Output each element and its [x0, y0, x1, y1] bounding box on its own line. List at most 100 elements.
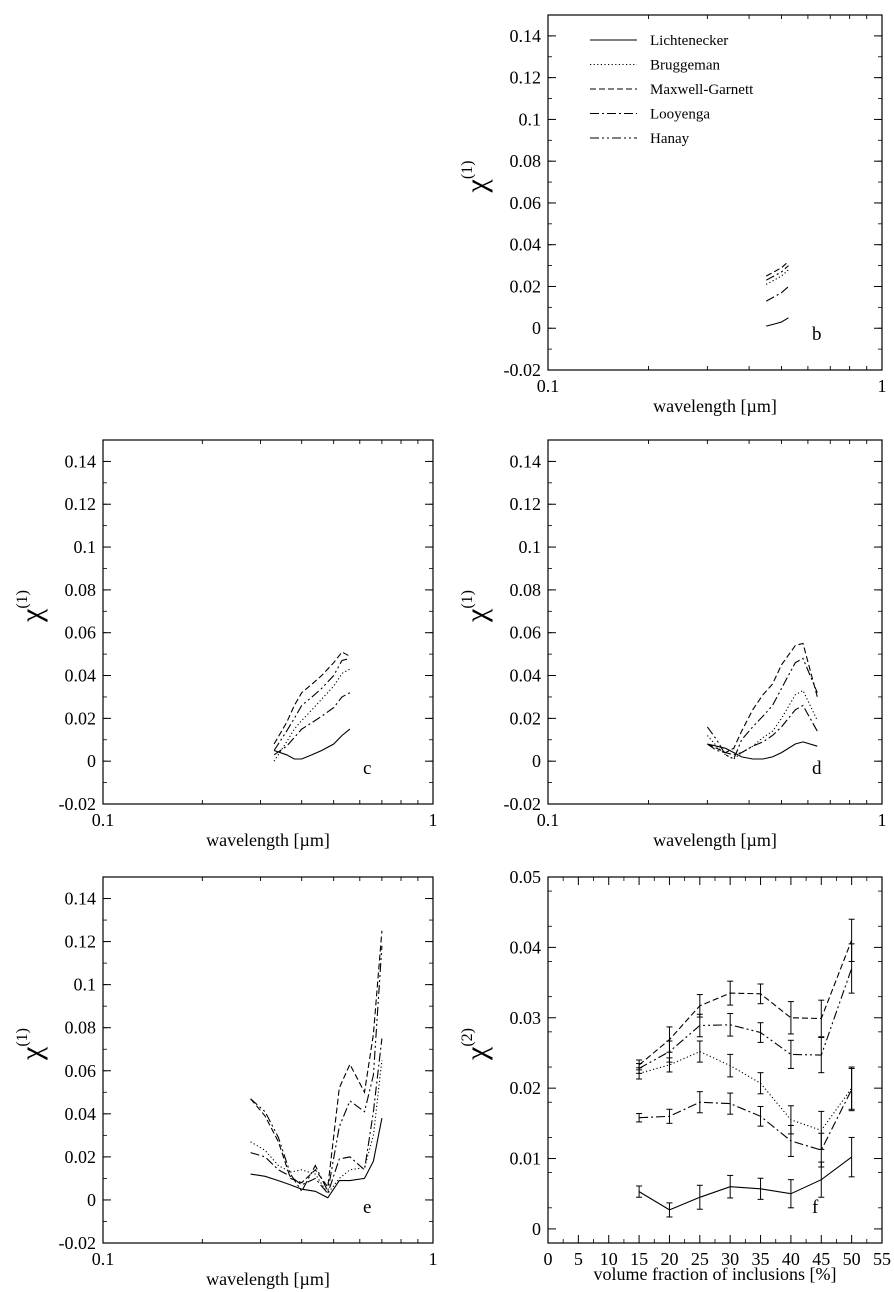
legend-entry: Hanay [650, 131, 690, 147]
y-tick-label: 0.1 [74, 975, 97, 995]
y-tick-label: 0.14 [510, 451, 542, 471]
y-axis-superscript: (1) [14, 590, 31, 609]
y-axis-superscript: (2) [459, 1028, 476, 1047]
y-tick-label: 0 [532, 1219, 541, 1239]
x-tick-label: 40 [782, 1249, 800, 1269]
y-tick-label: 0.1 [519, 109, 542, 129]
legend-entry: Maxwell-Garnett [650, 82, 754, 98]
y-tick-label: 0.06 [65, 623, 97, 643]
y-axis-title: χ(1) [459, 590, 493, 623]
legend: Lichtenecker Bruggeman Maxwell-Garnett Looy… [590, 33, 754, 147]
x-axis-title: wavelength [µm] [653, 396, 777, 416]
y-tick-label: 0.12 [510, 494, 542, 514]
x-axis-title: wavelength [µm] [206, 1269, 330, 1289]
x-axis-title: wavelength [µm] [206, 830, 330, 850]
series-line-hanay [250, 945, 383, 1194]
y-tick-label: 0 [87, 1190, 96, 1210]
plot-frame [102, 876, 434, 1244]
series-line-bruggeman [638, 1050, 853, 1132]
series-line-maxwell-garnett [250, 930, 383, 1189]
x-tick-label: 35 [752, 1249, 770, 1269]
x-tick-label: 0.1 [92, 1249, 115, 1269]
y-tick-label: 0.14 [65, 889, 97, 909]
series-line-lichtenecker [766, 317, 789, 327]
x-tick-label: 1 [878, 376, 887, 396]
x-tick-label: 0.1 [92, 810, 115, 830]
series-line-hanay [638, 968, 853, 1069]
y-tick-label: -0.02 [59, 794, 97, 814]
y-tick-label: 0 [87, 751, 96, 771]
series-line-hanay [765, 265, 789, 281]
y-tick-label: 0.1 [74, 537, 97, 557]
y-axis-symbol: χ [460, 179, 493, 194]
y-axis-title: χ(1) [459, 161, 493, 194]
legend-entry: Looyenga [650, 107, 710, 123]
y-tick-label: 0.04 [510, 666, 542, 686]
y-tick-label: 0.06 [510, 623, 542, 643]
series-line-looyenga [250, 1038, 383, 1195]
y-tick-label: 0.02 [510, 1078, 542, 1098]
y-tick-label: 0.14 [65, 451, 97, 471]
series-line-looyenga [273, 692, 351, 756]
chart-panel-d: -0.02 0 0.02 0.04 0.06 0.08 0.1 0.12 0.14 0.1 1 wav… [459, 439, 887, 850]
x-tick-label: 55 [873, 1249, 891, 1269]
panel-label: d [812, 758, 822, 779]
series-line-maxwell-garnett [273, 651, 351, 745]
series-line-lichtenecker [273, 728, 351, 760]
x-tick-label: 0 [544, 1249, 553, 1269]
plot-frame [102, 439, 434, 805]
y-tick-label: 0.05 [510, 867, 542, 887]
series-line-looyenga [639, 1089, 853, 1151]
panel-label: f [812, 1197, 819, 1218]
y-axis-symbol: χ [15, 608, 48, 623]
y-axis-title: χ(1) [14, 590, 48, 623]
y-tick-label: 0.04 [65, 1104, 97, 1124]
series-line-bruggeman [706, 689, 818, 760]
plot-frame [547, 439, 883, 805]
y-tick-label: 0.06 [65, 1061, 97, 1081]
y-tick-label: 0.12 [65, 494, 97, 514]
y-tick-label: 0.12 [510, 68, 542, 88]
x-tick-label: 10 [600, 1249, 618, 1269]
x-tick-label: 5 [574, 1249, 583, 1269]
series-line-maxwell-garnett [707, 642, 818, 754]
series-line-bruggeman [765, 269, 789, 285]
y-axis-superscript: (1) [459, 590, 476, 609]
y-axis-symbol: χ [460, 1046, 493, 1061]
y-tick-label: 0.04 [65, 666, 97, 686]
chart-panel-b: -0.02 0 0.02 0.04 0.06 0.08 0.1 0.12 0.14 0.1 1 wav… [459, 14, 887, 416]
y-tick-label: 0.02 [65, 1147, 97, 1167]
y-tick-label: 0.02 [510, 708, 542, 728]
x-tick-label: 15 [630, 1249, 648, 1269]
y-tick-label: -0.02 [504, 794, 542, 814]
series-line-hanay [273, 657, 351, 751]
series-line-lichtenecker [638, 1156, 852, 1211]
y-axis-symbol: χ [460, 608, 493, 623]
legend-entry: Bruggeman [650, 58, 720, 74]
y-tick-label: 0.08 [65, 580, 97, 600]
y-tick-label: 0.04 [510, 235, 542, 255]
x-tick-label: 0.1 [537, 810, 560, 830]
chart-panel-f: 0 0.01 0.02 0.03 0.04 0.05 0 5 10 15 20 25 30 35 40 45 5… [459, 867, 891, 1284]
y-axis-title: χ(2) [459, 1028, 493, 1061]
legend-entry: Lichtenecker [650, 33, 728, 49]
y-tick-label: -0.02 [504, 360, 542, 380]
y-tick-label: 0.03 [510, 1008, 542, 1028]
series-line-lichtenecker [707, 741, 818, 760]
y-tick-label: 0.02 [65, 708, 97, 728]
y-tick-label: 0.08 [65, 1018, 97, 1038]
x-tick-label: 50 [843, 1249, 861, 1269]
x-tick-label: 1 [878, 810, 887, 830]
series-line-lichtenecker [250, 1117, 383, 1199]
y-tick-label: 0.06 [510, 193, 542, 213]
plot-frame [547, 14, 883, 371]
x-tick-label: 1 [429, 810, 438, 830]
x-tick-label: 30 [721, 1249, 739, 1269]
y-tick-label: 0.1 [519, 537, 542, 557]
series-line-bruggeman [250, 1059, 383, 1195]
y-tick-label: 0 [532, 751, 541, 771]
y-tick-label: 0.02 [510, 276, 542, 296]
series-line-maxwell-garnett [638, 940, 853, 1066]
y-tick-label: 0.12 [65, 932, 97, 952]
